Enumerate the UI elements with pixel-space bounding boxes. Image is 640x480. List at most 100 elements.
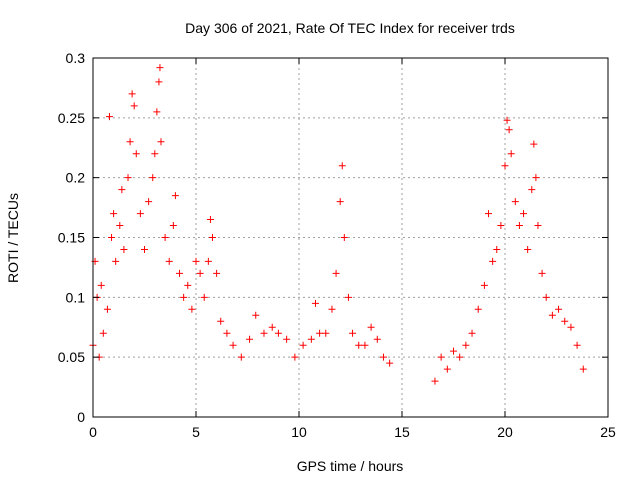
data-point <box>316 329 324 337</box>
x-axis-label: GPS time / hours <box>297 458 404 474</box>
x-tick-label: 20 <box>497 424 513 440</box>
x-tick-label: 25 <box>600 424 616 440</box>
data-point <box>489 257 497 265</box>
data-point <box>110 210 118 218</box>
data-point <box>534 222 542 230</box>
data-point <box>573 341 581 349</box>
data-point <box>116 222 124 230</box>
data-point <box>542 293 550 301</box>
data-point <box>120 245 128 253</box>
data-point <box>246 335 254 343</box>
data-point <box>307 335 315 343</box>
data-point <box>501 162 509 170</box>
data-point <box>480 281 488 289</box>
y-tick-label: 0.05 <box>58 349 85 365</box>
data-point <box>229 341 237 349</box>
data-point <box>196 269 204 277</box>
data-point <box>311 299 319 307</box>
data-point <box>579 365 587 373</box>
data-point <box>437 353 445 361</box>
data-point <box>349 329 357 337</box>
data-point <box>386 359 394 367</box>
data-point <box>213 269 221 277</box>
data-point <box>217 317 225 325</box>
data-point <box>443 365 451 373</box>
y-axis: 0 0.05 0.1 0.15 0.2 0.25 0.3 <box>58 50 608 425</box>
data-point <box>355 341 363 349</box>
data-point <box>151 150 159 158</box>
data-point <box>208 234 216 241</box>
data-point <box>367 323 375 331</box>
data-point <box>188 305 196 313</box>
x-tick-label: 10 <box>291 424 307 440</box>
data-point <box>344 293 352 301</box>
data-point <box>132 150 140 158</box>
data-point <box>141 245 148 253</box>
y-tick-label: 0.15 <box>58 230 85 246</box>
data-point <box>548 311 556 319</box>
data-point <box>223 329 231 337</box>
y-tick-label: 0.25 <box>58 110 85 126</box>
data-point <box>105 113 113 121</box>
data-point <box>260 329 268 337</box>
data-point <box>505 126 513 134</box>
data-point <box>145 198 153 206</box>
data-point <box>379 353 387 361</box>
y-axis-label: ROTI / TECUs <box>5 193 21 283</box>
data-point <box>274 329 282 337</box>
data-point <box>204 257 212 265</box>
data-point <box>456 353 464 361</box>
data-point <box>291 353 299 361</box>
data-point <box>450 347 457 355</box>
data-point <box>361 341 369 349</box>
data-point <box>103 305 111 313</box>
x-tick-label: 5 <box>192 424 200 440</box>
x-tick-label: 15 <box>394 424 410 440</box>
data-point <box>431 377 439 385</box>
data-point <box>328 305 336 313</box>
data-point <box>299 341 307 349</box>
data-point <box>474 305 482 313</box>
data-point <box>206 216 214 224</box>
data-point <box>462 341 470 349</box>
data-point <box>156 64 164 72</box>
data-point <box>528 186 536 194</box>
data-point <box>497 222 505 230</box>
data-point <box>555 305 563 313</box>
chart-title: Day 306 of 2021, Rate Of TEC Index for r… <box>185 20 515 36</box>
data-point <box>493 245 501 253</box>
data-point <box>97 281 105 289</box>
data-point <box>468 329 476 337</box>
data-point <box>200 293 208 301</box>
data-point <box>171 192 179 200</box>
data-point <box>561 317 569 325</box>
data-point <box>332 269 340 277</box>
data-point <box>161 234 169 241</box>
data-point <box>184 281 192 289</box>
data-point <box>149 174 157 182</box>
data-point <box>322 329 330 337</box>
data-point <box>99 329 107 337</box>
data-point <box>237 353 245 361</box>
data-point <box>338 162 346 170</box>
data-point <box>136 210 144 218</box>
data-point <box>108 234 116 241</box>
data-point <box>530 140 538 148</box>
y-tick-label: 0 <box>77 409 85 425</box>
data-point <box>192 257 200 265</box>
data-point <box>283 335 291 343</box>
data-point <box>118 186 126 194</box>
data-point <box>373 335 381 343</box>
data-point <box>524 245 532 253</box>
grid-layer <box>93 58 608 417</box>
data-point <box>126 138 134 146</box>
x-axis: 0 5 10 15 20 25 <box>89 58 616 440</box>
data-point <box>485 210 493 218</box>
data-point <box>128 90 136 98</box>
data-point <box>180 293 188 301</box>
data-point <box>157 138 165 146</box>
data-point <box>515 222 523 230</box>
data-point <box>130 102 138 110</box>
